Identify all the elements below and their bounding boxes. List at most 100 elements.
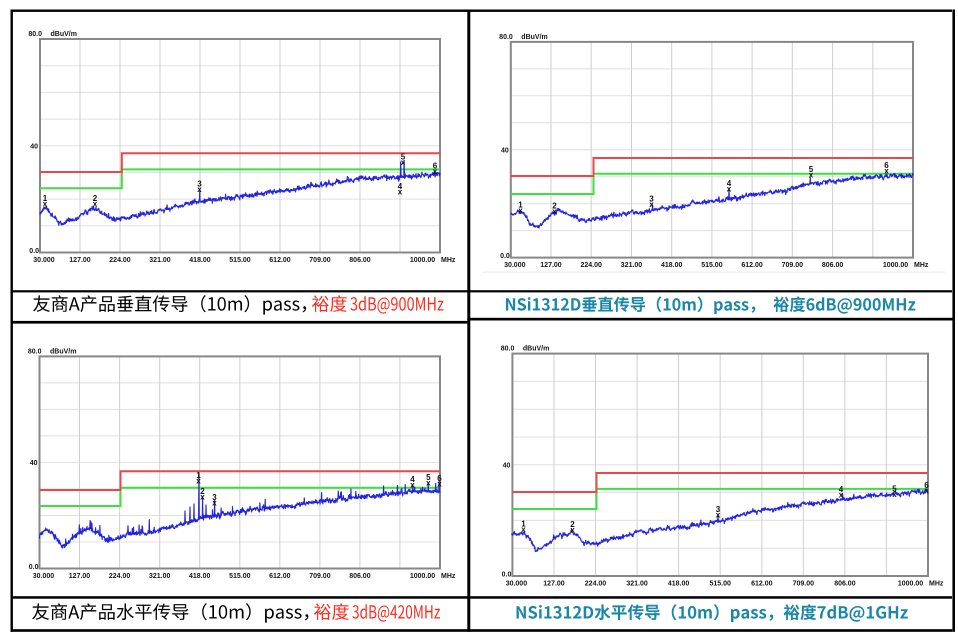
svg-text:x: x [727, 185, 732, 194]
svg-text:806.00: 806.00 [349, 573, 371, 580]
svg-text:1000.00: 1000.00 [410, 573, 435, 580]
svg-text:x: x [43, 200, 48, 209]
svg-text:x: x [197, 185, 202, 194]
svg-text:dBuV/m: dBuV/m [521, 34, 547, 41]
svg-text:80.0: 80.0 [499, 34, 513, 41]
svg-text:127.00: 127.00 [69, 573, 91, 580]
svg-text:4: 4 [410, 475, 415, 484]
svg-text:612.00: 612.00 [751, 581, 773, 588]
svg-text:418.00: 418.00 [189, 573, 211, 580]
svg-text:321.00: 321.00 [149, 257, 171, 264]
svg-text:0.0: 0.0 [29, 248, 39, 255]
svg-text:MHz: MHz [914, 262, 929, 269]
svg-text:x: x [433, 167, 438, 176]
svg-text:6: 6 [437, 474, 442, 483]
svg-text:1: 1 [196, 471, 201, 480]
svg-text:1000.00: 1000.00 [898, 581, 923, 588]
svg-text:x: x [196, 477, 201, 486]
svg-text:1: 1 [518, 201, 523, 210]
svg-text:224.00: 224.00 [109, 573, 131, 580]
svg-text:5: 5 [892, 485, 897, 494]
svg-text:4: 4 [727, 179, 732, 188]
svg-text:3: 3 [716, 505, 721, 514]
svg-text:321.00: 321.00 [621, 262, 643, 269]
svg-text:224.00: 224.00 [585, 581, 607, 588]
svg-text:321.00: 321.00 [149, 573, 171, 580]
svg-text:418.00: 418.00 [668, 581, 690, 588]
svg-text:515.00: 515.00 [229, 573, 251, 580]
svg-text:30.000: 30.000 [504, 262, 526, 269]
svg-text:806.00: 806.00 [834, 581, 856, 588]
svg-text:612.00: 612.00 [269, 573, 291, 580]
svg-text:709.00: 709.00 [309, 257, 331, 264]
svg-text:2: 2 [570, 520, 575, 529]
svg-text:x: x [426, 479, 431, 488]
svg-text:127.00: 127.00 [69, 257, 91, 264]
svg-text:x: x [884, 167, 889, 176]
svg-text:x: x [649, 200, 654, 209]
svg-text:MHz: MHz [441, 257, 456, 264]
svg-text:x: x [892, 490, 897, 499]
svg-text:224.00: 224.00 [580, 262, 602, 269]
svg-text:x: x [924, 487, 929, 496]
svg-text:418.00: 418.00 [189, 257, 211, 264]
svg-text:x: x [401, 158, 406, 167]
svg-text:80.0: 80.0 [28, 348, 42, 355]
svg-text:418.00: 418.00 [661, 262, 683, 269]
svg-text:0.0: 0.0 [29, 564, 39, 571]
svg-text:3: 3 [197, 180, 202, 189]
svg-text:4: 4 [839, 485, 844, 494]
svg-text:3: 3 [649, 195, 654, 204]
svg-text:6: 6 [924, 481, 929, 490]
svg-text:x: x [521, 525, 526, 534]
svg-text:dBuV/m: dBuV/m [523, 346, 549, 353]
svg-text:4: 4 [398, 182, 403, 191]
svg-text:2: 2 [200, 487, 205, 496]
svg-text:1: 1 [43, 194, 48, 203]
svg-text:x: x [518, 206, 523, 215]
svg-text:MHz: MHz [929, 581, 944, 588]
svg-text:40: 40 [30, 143, 38, 150]
svg-text:515.00: 515.00 [709, 581, 731, 588]
svg-text:1000.00: 1000.00 [410, 257, 435, 264]
svg-text:40: 40 [30, 460, 38, 467]
svg-text:80.0: 80.0 [28, 31, 42, 38]
svg-text:612.00: 612.00 [741, 262, 763, 269]
svg-text:612.00: 612.00 [269, 257, 291, 264]
svg-text:x: x [570, 526, 575, 535]
svg-text:x: x [93, 200, 98, 209]
svg-text:2: 2 [552, 202, 557, 211]
svg-text:5: 5 [426, 473, 431, 482]
svg-text:30.000: 30.000 [33, 257, 55, 264]
svg-text:709.00: 709.00 [782, 262, 804, 269]
svg-text:1000.00: 1000.00 [883, 262, 908, 269]
svg-text:80.0: 80.0 [501, 346, 515, 353]
svg-text:MHz: MHz [441, 573, 456, 580]
svg-text:127.00: 127.00 [543, 581, 565, 588]
svg-text:806.00: 806.00 [349, 257, 371, 264]
svg-text:40: 40 [503, 462, 511, 469]
svg-text:224.00: 224.00 [109, 257, 131, 264]
svg-text:0.0: 0.0 [500, 253, 510, 260]
svg-text:709.00: 709.00 [309, 573, 331, 580]
svg-text:x: x [716, 511, 721, 520]
svg-text:x: x [212, 499, 217, 508]
svg-text:30.000: 30.000 [506, 581, 528, 588]
svg-text:0.0: 0.0 [502, 572, 512, 579]
svg-text:x: x [839, 491, 844, 500]
svg-text:1: 1 [521, 520, 526, 529]
svg-text:x: x [809, 171, 814, 180]
svg-text:x: x [552, 207, 557, 216]
svg-text:321.00: 321.00 [626, 581, 648, 588]
svg-text:127.00: 127.00 [540, 262, 562, 269]
svg-text:30.000: 30.000 [33, 573, 55, 580]
svg-text:709.00: 709.00 [793, 581, 815, 588]
svg-text:515.00: 515.00 [701, 262, 723, 269]
svg-text:x: x [398, 188, 403, 197]
svg-text:x: x [437, 480, 442, 489]
svg-text:dBuV/m: dBuV/m [50, 348, 76, 355]
svg-text:515.00: 515.00 [229, 257, 251, 264]
svg-text:6: 6 [433, 162, 438, 171]
svg-text:806.00: 806.00 [822, 262, 844, 269]
svg-text:5: 5 [401, 153, 406, 162]
